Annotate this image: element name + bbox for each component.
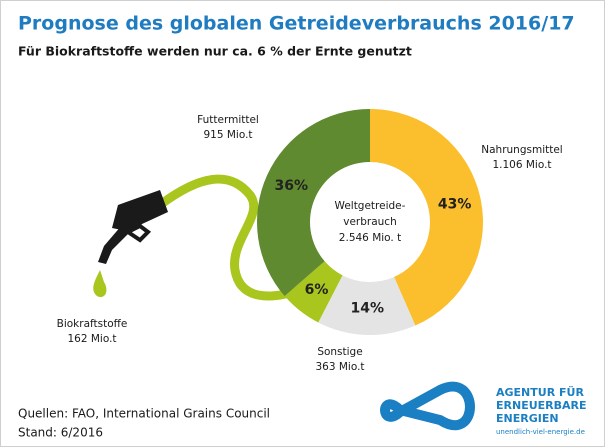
logo-text: ENERGIEN	[496, 412, 559, 425]
value-label: 43%	[438, 196, 472, 212]
center-label: verbrauch	[343, 216, 397, 228]
source-note: Quellen: FAO, International Grains Counc…	[18, 407, 270, 421]
donut-segment	[257, 109, 370, 296]
category-label: Futtermittel	[197, 114, 259, 126]
donut-segment	[370, 109, 484, 326]
logo-text: ERNEUERBARE	[496, 399, 587, 412]
center-label: 2.546 Mio. t	[339, 232, 401, 244]
category-label: Biokraftstoffe	[57, 318, 128, 330]
category-amount: 363 Mio.t	[315, 361, 364, 373]
donut-segment	[318, 275, 416, 336]
category-label: Sonstige	[317, 346, 362, 358]
source-note: Stand: 6/2016	[18, 426, 103, 440]
value-label: 6%	[305, 282, 329, 298]
logo-text: AGENTUR FÜR	[496, 385, 584, 399]
value-label: 14%	[350, 300, 384, 316]
category-label: Nahrungsmittel	[481, 144, 562, 156]
category-amount: 1.106 Mio.t	[492, 159, 551, 171]
chart-title: Prognose des globalen Getreideverbrauchs…	[18, 13, 575, 35]
category-amount: 915 Mio.t	[203, 129, 252, 141]
chart-subtitle: Für Biokraftstoffe werden nur ca. 6 % de…	[18, 44, 412, 59]
center-label: Weltgetreide-	[335, 200, 406, 212]
donut-segment	[284, 261, 343, 323]
logo-text: unendlich-viel-energie.de	[496, 428, 585, 436]
fuel-pump-illustration	[93, 174, 305, 301]
category-amount: 162 Mio.t	[67, 333, 116, 345]
logo-mark	[380, 381, 475, 431]
value-label: 36%	[275, 178, 309, 194]
